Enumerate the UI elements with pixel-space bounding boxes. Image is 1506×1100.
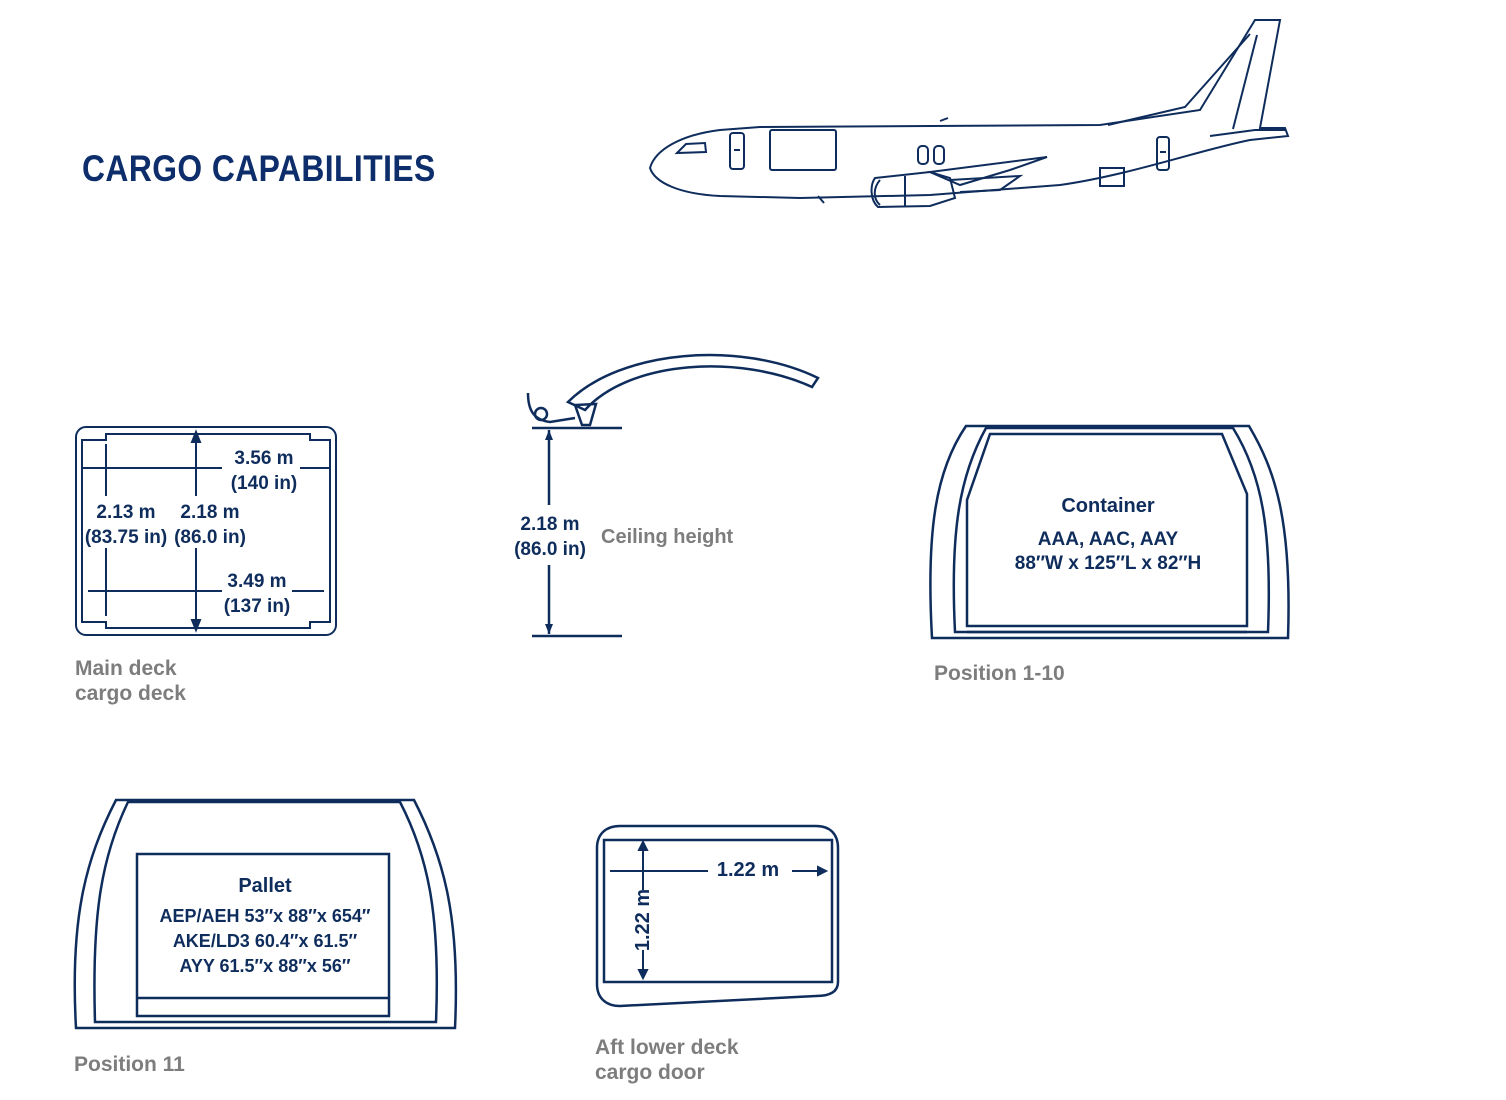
container-heading: Container: [1061, 495, 1155, 517]
main-deck-caption-line1: Main deck: [75, 657, 177, 680]
main-deck-width-bottom-in: (137 in): [224, 596, 291, 617]
main-deck-caption-line2: cargo deck: [75, 682, 186, 705]
page-title: CARGO CAPABILITIES: [82, 148, 436, 189]
ceiling-height-value-in: (86.0 in): [514, 539, 586, 560]
pallet-heading: Pallet: [238, 875, 292, 897]
pallet-line1: AEP/AEH 53′′x 88′′x 654′′: [159, 906, 370, 926]
container-types: AAA, AAC, AAY: [1038, 529, 1179, 550]
main-deck-height-center: 2.18 m: [180, 502, 239, 523]
main-deck-width-top: 3.56 m: [234, 448, 293, 469]
container-dims: 88′′W x 125′′L x 82′′H: [1015, 553, 1201, 574]
main-deck-width-top-in: (140 in): [231, 473, 298, 494]
ceiling-height-caption: Ceiling height: [601, 526, 734, 548]
aft-door-width: 1.22 m: [717, 859, 779, 881]
main-deck-height-side-in: (83.75 in): [85, 527, 167, 548]
pallet-line3: AYY 61.5′′x 88′′x 56′′: [179, 956, 350, 976]
ceiling-height-value: 2.18 m: [520, 514, 579, 535]
pallet-line2: AKE/LD3 60.4′′x 61.5′′: [173, 931, 357, 951]
main-deck-height-side: 2.13 m: [96, 502, 155, 523]
aft-door-caption-line2: cargo door: [595, 1061, 705, 1084]
position-1-10-caption: Position 1-10: [934, 662, 1065, 685]
position-11-caption: Position 11: [74, 1053, 185, 1076]
aft-door-caption-line1: Aft lower deck: [595, 1036, 739, 1059]
main-deck-width-bottom: 3.49 m: [227, 571, 286, 592]
main-deck-height-center-in: (86.0 in): [174, 527, 246, 548]
aft-door-height: 1.22 m: [632, 889, 654, 951]
